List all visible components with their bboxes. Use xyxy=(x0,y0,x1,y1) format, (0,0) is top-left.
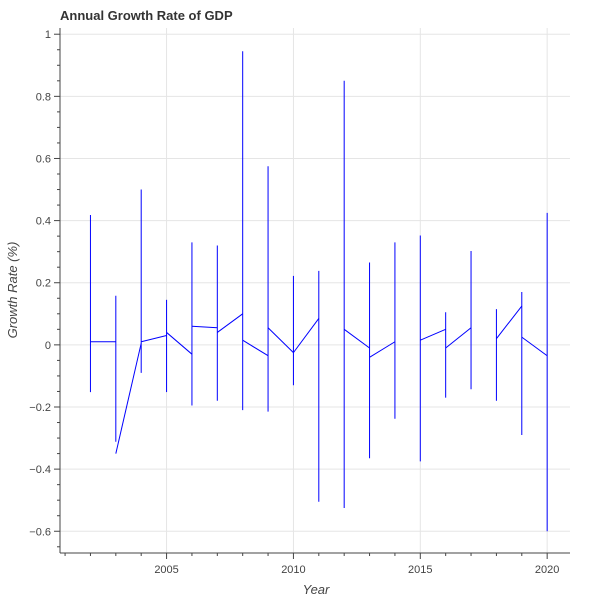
connecting-segment xyxy=(267,327,294,353)
y-tick-label: 0.4 xyxy=(36,216,51,228)
connecting-segment xyxy=(369,341,396,358)
y-tick-label: 0.2 xyxy=(36,278,51,290)
y-tick-label: 0.6 xyxy=(36,153,51,165)
y-tick-label: −0.4 xyxy=(29,464,51,476)
x-tick-label: 2005 xyxy=(154,564,178,576)
connecting-segment xyxy=(191,325,218,329)
connecting-segment xyxy=(115,343,142,454)
y-axis-title: Growth Rate (%) xyxy=(5,242,20,339)
connecting-segment xyxy=(445,327,472,349)
x-axis-title: Year xyxy=(303,582,330,597)
connecting-segment xyxy=(166,332,193,355)
data-layer xyxy=(89,51,548,532)
y-tick-label: 0 xyxy=(45,340,51,352)
connecting-segment xyxy=(343,328,370,349)
grid xyxy=(60,28,570,553)
x-tick-label: 2020 xyxy=(535,564,559,576)
connecting-segment xyxy=(217,313,243,333)
connecting-segment xyxy=(141,335,167,343)
connecting-segment xyxy=(420,328,446,341)
y-tick-label: 1 xyxy=(45,29,51,41)
x-tick-label: 2010 xyxy=(281,564,305,576)
axes: −0.6 −0.4 −0.2 0 0.2 0.4 0.6 0.8 1 2005 2010 2015 20… xyxy=(29,28,570,576)
x-tick-label: 2015 xyxy=(408,564,432,576)
connecting-segment xyxy=(242,339,269,357)
y-tick-label: −0.6 xyxy=(29,526,51,538)
connecting-segment xyxy=(521,336,548,357)
y-tick-label: 0.8 xyxy=(36,91,51,103)
connecting-segment xyxy=(293,318,320,353)
y-tick-label: −0.2 xyxy=(29,402,51,414)
chart-title: Annual Growth Rate of GDP xyxy=(60,8,233,23)
connecting-segment xyxy=(496,305,523,339)
